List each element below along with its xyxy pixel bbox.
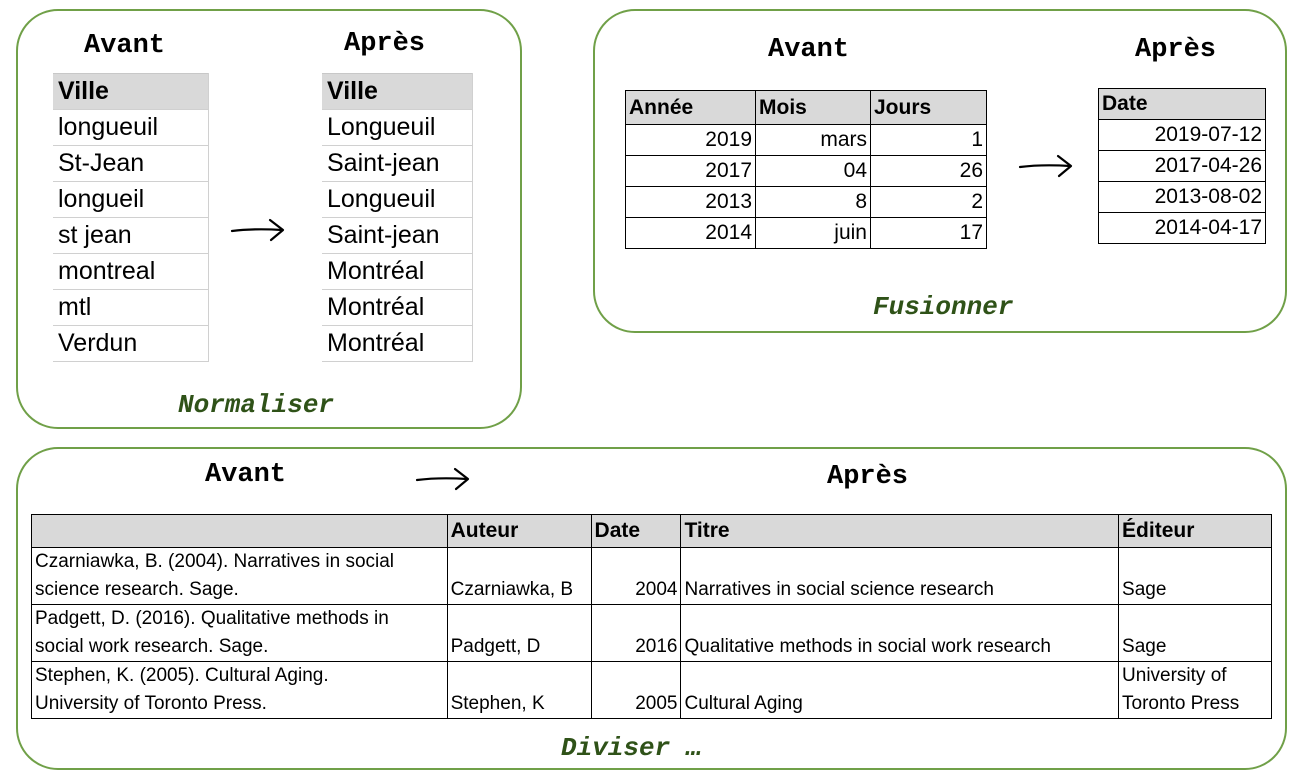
author-cell: Padgett, D [446, 604, 592, 662]
year-cell: 2017 [625, 155, 756, 187]
diviser-before-label: Avant [205, 460, 287, 490]
year-cell: 2019 [625, 124, 756, 156]
year-cell: 2014 [625, 217, 756, 249]
date-cell: 2019-07-12 [1098, 119, 1266, 151]
city-cell: Saint-jean [322, 145, 473, 182]
date-cell: 2016 [590, 604, 682, 662]
title-cell: Qualitative methods in social work resea… [680, 604, 1120, 662]
city-cell: Verdun [53, 325, 209, 362]
date-cell: 2017-04-26 [1098, 150, 1266, 182]
header-cell: Mois [755, 90, 871, 125]
header-cell: Année [625, 90, 756, 125]
fusionner-panel [593, 9, 1287, 333]
header-cell: Ville [322, 73, 473, 110]
normaliser-before-table: Ville longueuil St-Jean longueil st jean… [53, 73, 209, 362]
fusionner-after-label: Après [1135, 35, 1217, 65]
fusionner-after-table: Date 2019-07-12 2017-04-26 2013-08-02 20… [1098, 88, 1266, 244]
date-cell: 2005 [590, 661, 682, 719]
header-cell: Ville [53, 73, 209, 110]
date-cell: 2014-04-17 [1098, 212, 1266, 244]
source-cell: Czarniawka, B. (2004). Narratives in soc… [31, 547, 448, 605]
city-cell: mtl [53, 289, 209, 326]
fusionner-before-table: Année Mois Jours 2019 mars 1 2017 04 26 … [625, 90, 987, 249]
normaliser-panel [16, 9, 522, 429]
diviser-panel [16, 447, 1287, 770]
header-cell: Éditeur [1118, 514, 1272, 548]
fusionner-caption: Fusionner [873, 292, 1014, 322]
date-cell: 2013-08-02 [1098, 181, 1266, 213]
title-cell: Cultural Aging [680, 661, 1120, 719]
city-cell: Longueuil [322, 181, 473, 218]
publisher-cell: University of Toronto Press [1118, 661, 1272, 719]
fusionner-arrow-icon [1018, 154, 1073, 178]
day-cell: 1 [870, 124, 987, 156]
date-cell: 2004 [590, 547, 682, 605]
diviser-arrow-icon [415, 467, 470, 491]
header-cell: Titre [680, 514, 1120, 548]
source-cell: Padgett, D. (2016). Qualitative methods … [31, 604, 448, 662]
author-cell: Czarniawka, B [446, 547, 592, 605]
title-cell: Narratives in social science research [680, 547, 1120, 605]
day-cell: 26 [870, 155, 987, 187]
city-cell: Montréal [322, 289, 473, 326]
month-cell: 04 [755, 155, 871, 187]
day-cell: 17 [870, 217, 987, 249]
city-cell: st jean [53, 217, 209, 254]
header-cell: Jours [870, 90, 987, 125]
city-cell: Montréal [322, 325, 473, 362]
city-cell: Montréal [322, 253, 473, 290]
month-cell: mars [755, 124, 871, 156]
author-cell: Stephen, K [446, 661, 592, 719]
city-cell: St-Jean [53, 145, 209, 182]
diviser-caption: Diviser … [561, 733, 702, 763]
city-cell: Saint-jean [322, 217, 473, 254]
diviser-after-label: Après [827, 462, 909, 492]
publisher-cell: Sage [1118, 604, 1272, 662]
normaliser-arrow-icon [230, 218, 285, 242]
fusionner-before-label: Avant [768, 35, 850, 65]
city-cell: longueil [53, 181, 209, 218]
header-cell: Auteur [446, 514, 592, 548]
header-cell [31, 514, 448, 548]
header-cell: Date [590, 514, 682, 548]
source-cell: Stephen, K. (2005). Cultural Aging. Unive… [31, 661, 448, 719]
city-cell: longueuil [53, 109, 209, 146]
day-cell: 2 [870, 186, 987, 218]
year-cell: 2013 [625, 186, 756, 218]
normaliser-caption: Normaliser [178, 390, 335, 420]
publisher-cell: Sage [1118, 547, 1272, 605]
month-cell: 8 [755, 186, 871, 218]
city-cell: montreal [53, 253, 209, 290]
header-cell: Date [1098, 88, 1266, 120]
normaliser-after-table: Ville Longueuil Saint-jean Longueuil Sai… [322, 73, 473, 362]
diviser-table: Auteur Date Titre Éditeur Czarniawka, B.… [31, 514, 1272, 719]
city-cell: Longueuil [322, 109, 473, 146]
normaliser-before-label: Avant [84, 31, 166, 61]
month-cell: juin [755, 217, 871, 249]
normaliser-after-label: Après [344, 29, 426, 59]
